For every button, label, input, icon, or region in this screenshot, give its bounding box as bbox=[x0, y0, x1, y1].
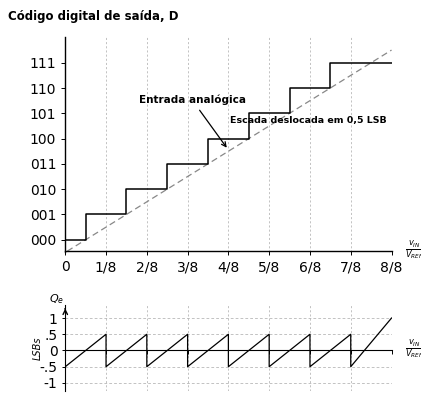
Text: LSBs: LSBs bbox=[32, 336, 43, 360]
Text: Escada deslocada em 0,5 LSB: Escada deslocada em 0,5 LSB bbox=[230, 116, 386, 125]
Text: Código digital de saída, D: Código digital de saída, D bbox=[8, 10, 179, 23]
Text: $Q_e$: $Q_e$ bbox=[49, 292, 64, 306]
Text: Entrada analógica: Entrada analógica bbox=[139, 95, 246, 146]
Text: $\frac{v_{IN}}{V_{REF}}$: $\frac{v_{IN}}{V_{REF}}$ bbox=[405, 240, 421, 262]
Text: $\frac{v_{IN}}{V_{REF}}$: $\frac{v_{IN}}{V_{REF}}$ bbox=[405, 339, 421, 362]
